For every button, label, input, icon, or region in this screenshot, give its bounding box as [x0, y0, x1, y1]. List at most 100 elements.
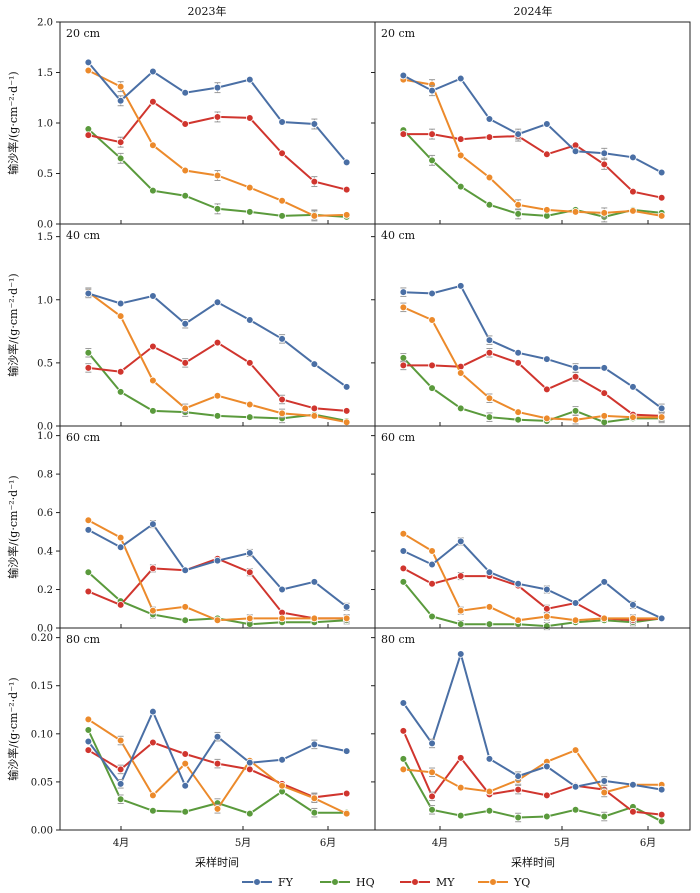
panels-grid: 20 cm 0.0 0.5 1.0 1.5 2.0 20 cm 输沙率/(g·cm⁻²·d⁻¹… [6, 18, 691, 849]
data-point-fy [428, 289, 436, 298]
legend-marker [253, 878, 261, 886]
data-point-hq [428, 384, 436, 392]
data-point-hq [514, 210, 522, 218]
series-line-my [87, 557, 347, 620]
panel-r1-c1: 40 cm [371, 223, 691, 427]
data-point-fy [310, 120, 319, 128]
data-point-yq [116, 533, 125, 542]
data-point-yq [181, 759, 190, 768]
x-tick-label: 4月 [113, 837, 129, 849]
panel-r2-c0: 60 cm 0.0 0.2 0.4 0.6 0.8 1.0 [37, 425, 376, 635]
data-point-my [245, 568, 254, 577]
y-tick-label: 0.2 [37, 585, 53, 596]
panel-depth-label: 60 cm [381, 431, 416, 444]
data-point-fy [116, 96, 125, 105]
data-point-my [278, 395, 286, 404]
panel-r1-c0: 40 cm 0.0 0.5 1.0 1.5 [37, 223, 376, 433]
data-point-fy [657, 614, 666, 623]
data-point-yq [342, 211, 351, 219]
data-point-yq [543, 612, 551, 621]
series-my [84, 97, 351, 194]
y-tick-label: 2.0 [37, 18, 53, 29]
y-tick-label: 0.0 [37, 422, 53, 433]
data-point-hq [149, 806, 157, 815]
data-point-hq [456, 404, 465, 413]
data-point-my [342, 185, 351, 194]
data-point-fy [181, 566, 190, 575]
data-point-yq [278, 196, 286, 205]
data-point-hq [213, 205, 222, 213]
series-line-hq [402, 758, 663, 823]
series-hq [399, 755, 666, 826]
data-point-yq [514, 616, 522, 625]
data-point-my [657, 810, 666, 819]
series-my [84, 338, 351, 415]
data-point-hq [514, 415, 522, 424]
data-point-yq [310, 412, 319, 420]
data-point-yq [310, 794, 319, 803]
series-line-yq [402, 532, 662, 622]
data-point-my [310, 177, 319, 186]
data-point-fy [428, 560, 436, 569]
data-point-fy [245, 549, 254, 557]
data-point-yq [600, 614, 609, 623]
data-point-my [245, 359, 254, 367]
legend-item-fy: FY [242, 876, 294, 889]
series-my [399, 128, 666, 202]
data-point-fy [600, 777, 609, 785]
x-tick-label: 6月 [640, 837, 656, 849]
data-point-yq [456, 369, 465, 377]
data-point-yq [456, 151, 465, 160]
data-point-my [428, 792, 436, 801]
y-tick-label: 0.6 [37, 508, 53, 519]
data-point-yq [342, 809, 351, 818]
data-point-yq [181, 603, 190, 611]
data-point-fy [456, 537, 465, 546]
data-point-my [310, 404, 319, 413]
series-fy [399, 282, 666, 414]
data-point-hq [456, 182, 465, 191]
data-point-yq [514, 201, 522, 209]
y-tick-label: 1.0 [37, 431, 53, 442]
data-point-yq [543, 206, 551, 214]
data-point-my [213, 338, 222, 347]
data-point-yq [245, 183, 254, 192]
data-point-my [456, 572, 465, 580]
data-point-my [428, 579, 436, 588]
legend-item-hq: HQ [320, 876, 375, 889]
data-point-my [116, 367, 125, 376]
data-point-my [245, 114, 254, 122]
data-point-my [399, 727, 408, 735]
data-point-fy [149, 520, 157, 528]
data-point-yq [245, 614, 254, 623]
data-point-fy [181, 88, 190, 97]
y-tick-label: 1.0 [37, 295, 53, 306]
data-point-fy [629, 383, 637, 391]
panel-frame [374, 627, 691, 831]
data-point-hq [399, 354, 408, 362]
data-point-fy [657, 785, 666, 794]
series-my [399, 727, 666, 819]
data-point-hq [399, 755, 408, 763]
data-point-fy [600, 578, 609, 586]
data-point-my [543, 385, 551, 394]
data-point-hq [428, 156, 436, 165]
y-tick-label: 0.4 [37, 547, 53, 558]
data-point-hq [181, 616, 190, 625]
series-line-my [403, 351, 662, 417]
x-axis-title-left: 采样时间 [195, 855, 239, 869]
data-point-fy [399, 71, 408, 80]
data-point-yq [485, 603, 494, 611]
data-point-yq [428, 547, 436, 555]
data-point-yq [485, 173, 494, 182]
data-point-hq [399, 578, 408, 586]
x-tick-label: 5月 [235, 837, 251, 849]
series-line-fy [402, 540, 663, 620]
panel-depth-label: 20 cm [381, 27, 416, 40]
data-point-yq [629, 207, 637, 215]
data-point-my [342, 407, 351, 415]
data-point-my [428, 361, 436, 370]
data-point-yq [399, 765, 408, 774]
legend-label: MY [436, 876, 455, 889]
legend-item-my: MY [400, 876, 455, 889]
